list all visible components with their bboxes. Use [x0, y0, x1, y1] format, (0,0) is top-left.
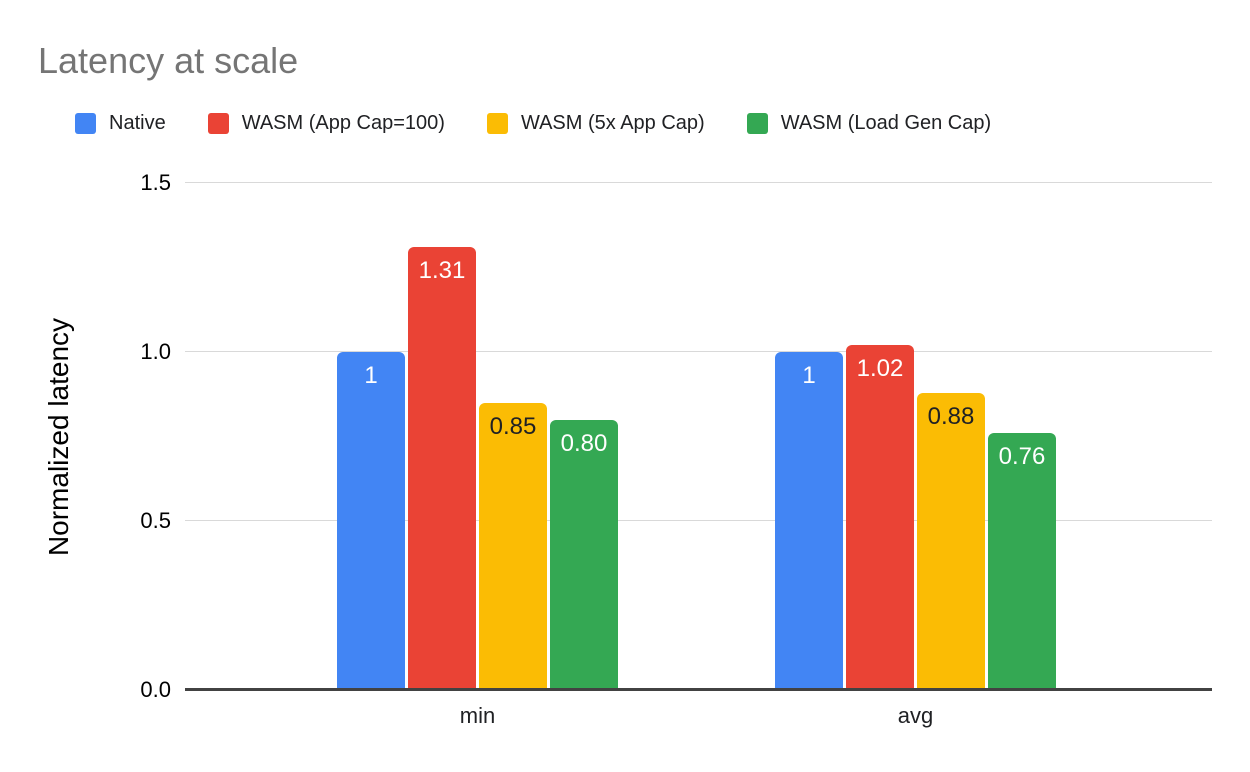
- chart-title: Latency at scale: [38, 40, 299, 81]
- x-label-min: min: [459, 703, 496, 728]
- x-label-avg: avg: [897, 703, 934, 728]
- bar-value-label-min-wasm-5x-app-cap: 0.85: [489, 412, 537, 440]
- legend-item-wasm-5x-app-cap: WASM (5x App Cap): [486, 112, 705, 135]
- legend: Native WASM (App Cap=100) WASM (5x App Cap…: [75, 112, 991, 135]
- bar-value-label-min-wasm-app-cap-100: 1.31: [418, 257, 466, 285]
- bar-avg-native: 1: [775, 352, 843, 690]
- gridline-1.5: [185, 182, 1212, 183]
- y-tick-1.5: 1.5: [140, 170, 171, 195]
- bar-value-label-avg-wasm-app-cap-100: 1.02: [856, 355, 904, 383]
- legend-item-wasm-app-cap-100: WASM (App Cap=100): [207, 112, 445, 135]
- legend-item-wasm-load-gen-cap: WASM (Load Gen Cap): [746, 112, 992, 135]
- y-axis-title-wrap: Normalized latency: [36, 183, 82, 690]
- bar-value-label-min-native: 1: [364, 362, 378, 389]
- bar-value-label-avg-wasm-5x-app-cap: 0.88: [927, 402, 975, 430]
- legend-label: Native: [109, 112, 166, 134]
- legend-label: WASM (Load Gen Cap): [780, 112, 992, 134]
- y-tick-1.0: 1.0: [140, 339, 171, 364]
- y-tick-0.5: 0.5: [140, 508, 171, 533]
- bar-value-label-min-wasm-load-gen-cap: 0.80: [560, 429, 608, 457]
- x-axis-baseline: [185, 688, 1212, 691]
- bar-min-wasm-app-cap-100: 1.31: [408, 247, 476, 690]
- legend-swatch-icon: [207, 113, 229, 134]
- y-tick-0.0: 0.0: [140, 677, 171, 702]
- bar-value-label-avg-native: 1: [802, 362, 816, 389]
- bar-min-wasm-load-gen-cap: 0.80: [550, 419, 618, 690]
- gridline-0.5: [185, 520, 1212, 521]
- legend-label: WASM (5x App Cap): [520, 112, 705, 134]
- bar-avg-wasm-app-cap-100: 1.02: [846, 345, 914, 690]
- bar-value-label-avg-wasm-load-gen-cap: 0.76: [998, 443, 1046, 471]
- legend-label: WASM (App Cap=100): [241, 112, 445, 134]
- legend-item-native: Native: [75, 112, 166, 135]
- legend-swatch-icon: [746, 113, 768, 134]
- bar-min-wasm-5x-app-cap: 0.85: [479, 402, 547, 690]
- plot-area: 1 1.31 0.85 0.80 1 1.02 0.88 0.76: [185, 182, 1212, 691]
- bar-avg-wasm-5x-app-cap: 0.88: [917, 392, 985, 690]
- y-axis-title: Normalized latency: [43, 317, 75, 556]
- gridline-1.0: [185, 351, 1212, 352]
- bar-min-native: 1: [337, 352, 405, 690]
- bar-avg-wasm-load-gen-cap: 0.76: [988, 433, 1056, 690]
- legend-swatch-icon: [75, 113, 96, 134]
- legend-swatch-icon: [486, 113, 508, 134]
- x-axis-labels: min avg: [185, 703, 1212, 733]
